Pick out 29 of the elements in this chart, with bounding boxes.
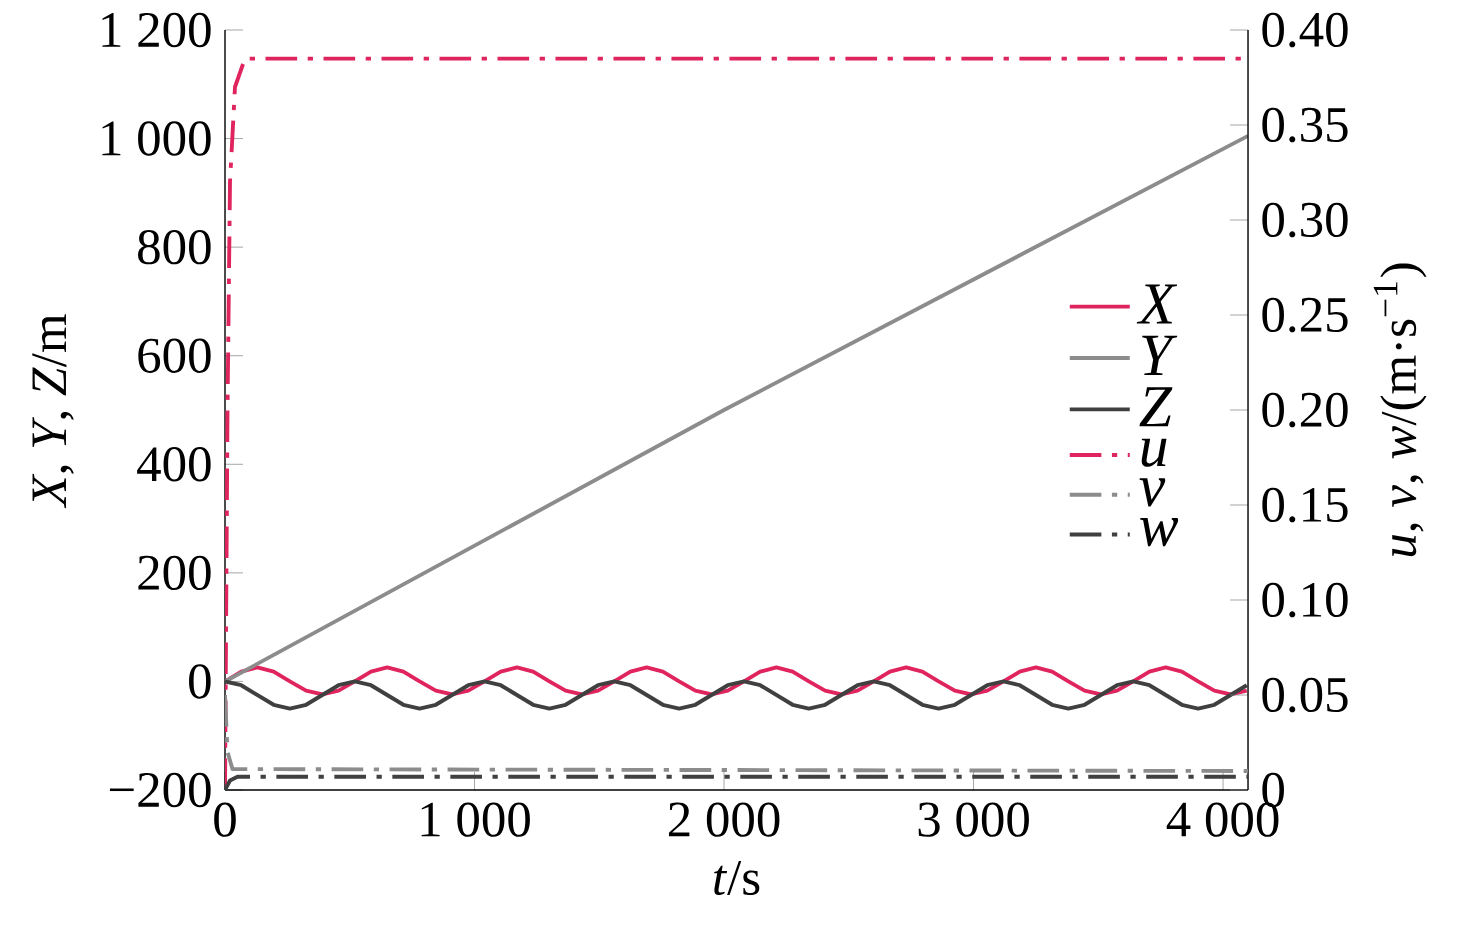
y2-axis-title: u, v, w/(m·s$^{−1}$) [1373, 263, 1427, 557]
legend-label: Z [1139, 387, 1173, 427]
y-tick-label: 0 [189, 664, 211, 699]
y-tick-label: −200 [109, 772, 211, 808]
y2-tick-label: 0.20 [1262, 392, 1348, 428]
y-tick-label: 200 [138, 555, 211, 591]
legend-label: Y [1142, 335, 1178, 375]
y2-tick-label: 0.05 [1262, 677, 1348, 713]
y-tick-label: 800 [138, 229, 211, 265]
y2-tick-label: 0.15 [1262, 487, 1348, 523]
legend-label: u [1141, 438, 1167, 467]
x-tick-label: 0 [214, 802, 236, 837]
x-axis-title: t/s [714, 860, 760, 896]
y2-tick-label: 0.30 [1262, 202, 1348, 238]
legend-label: w [1140, 518, 1179, 547]
legend-label: v [1139, 478, 1166, 507]
x-tick-label: 2 000 [668, 802, 780, 837]
y-tick-label: 1 000 [102, 121, 211, 156]
y-tick-label: 400 [137, 447, 211, 482]
y2-tick-label: 0.40 [1262, 12, 1348, 48]
y2-tick-label: 0.10 [1262, 582, 1348, 618]
y-tick-label: 600 [138, 338, 211, 373]
y2-tick-label: 0.25 [1262, 297, 1348, 333]
legend-label: X [1136, 284, 1178, 324]
x-tick-label: 1 000 [421, 802, 530, 837]
y2-tick-label: 0.35 [1262, 107, 1348, 143]
y-axis-title: X, Y, Z/m [32, 314, 74, 509]
x-tick-label: 3 000 [918, 802, 1029, 837]
y-tick-label: 1 200 [102, 12, 211, 48]
